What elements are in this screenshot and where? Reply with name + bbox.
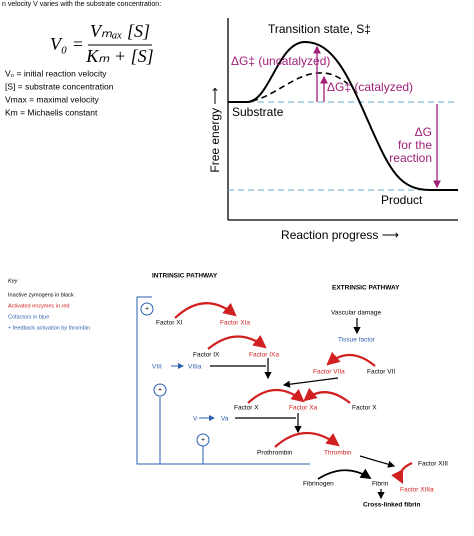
node: Fibrinogen	[303, 481, 334, 488]
label: Transition state, S‡	[268, 22, 371, 36]
node: Factor Xa	[289, 405, 318, 412]
plus-circles: + + +	[140, 302, 210, 447]
lines	[210, 318, 396, 500]
node: Factor XI	[156, 320, 183, 327]
definition: Km = Michaelis constant	[5, 107, 98, 117]
label: Product	[381, 193, 423, 207]
node: Factor XIIIa	[400, 487, 434, 494]
label: Substrate	[232, 105, 284, 119]
node: VIIIa	[188, 364, 202, 371]
node: Factor X	[352, 405, 377, 412]
plus-circle	[153, 383, 167, 397]
pathway-title: INTRINSIC PATHWAY	[152, 273, 218, 280]
plus-circle	[140, 302, 154, 316]
node: Factor XIa	[220, 320, 250, 327]
plus: +	[158, 387, 162, 394]
definition: Vmax = maximal velocity	[5, 94, 100, 104]
label: ΔG‡ (catalyzed)	[327, 80, 413, 94]
node: Factor IXa	[249, 352, 279, 359]
node: Va	[221, 416, 229, 423]
label: ΔG‡ (uncatalyzed)	[231, 54, 330, 68]
node: Tissue factor	[338, 337, 376, 344]
energy-diagram: Transition state, S‡ ΔG‡ (uncatalyzed) Δ…	[208, 18, 458, 242]
cropped-header: n velocity V varies with the substrate c…	[2, 1, 161, 8]
plus-circle	[196, 433, 210, 447]
label: for the	[398, 138, 432, 152]
node: Vascular damage	[331, 310, 381, 317]
plus: +	[145, 306, 149, 313]
label: ΔG	[415, 125, 432, 139]
pathway-title: EXTRINSIC PATHWAY	[332, 285, 400, 292]
node: Factor XIII	[418, 461, 448, 468]
uncatalyzed-curve	[228, 40, 458, 191]
node: Factor IX	[193, 352, 220, 359]
x-axis-label: Reaction progress ⟶	[281, 228, 399, 242]
node: V	[193, 416, 198, 423]
definition: [S] = substrate concentration	[5, 81, 114, 91]
plus: +	[201, 437, 205, 444]
definition: V₀ = initial reaction velocity	[5, 68, 107, 78]
node: Factor X	[234, 405, 259, 412]
key-item: Cofactors in blue	[8, 314, 49, 320]
label: reaction	[389, 151, 432, 165]
node: VIII	[152, 364, 162, 371]
catalyzed-curve	[251, 72, 349, 102]
key-title: Key	[8, 278, 19, 284]
equation-lhs: V₀ =	[50, 34, 84, 54]
node: Factor VIIa	[313, 369, 345, 376]
node: Cross-linked fibrin	[363, 502, 420, 509]
key-item: Inactive zymogens in black	[8, 292, 74, 298]
feedback-lines	[136, 296, 310, 465]
equation-denominator: Kₘ + [S]	[85, 46, 153, 66]
equation-numerator: Vₘₐₓ [S]	[90, 21, 150, 41]
node: Fibrin	[372, 481, 389, 488]
node: Factor VII	[367, 369, 395, 376]
key-item: Activated enzymes in red	[8, 303, 69, 309]
key-item: + feedback activation by thrombin	[8, 325, 90, 331]
node: Prothrombin	[257, 450, 293, 457]
arrows	[174, 302, 413, 484]
y-axis-label: Free energy ⟶	[208, 87, 222, 172]
node: Thrombin	[324, 450, 352, 457]
